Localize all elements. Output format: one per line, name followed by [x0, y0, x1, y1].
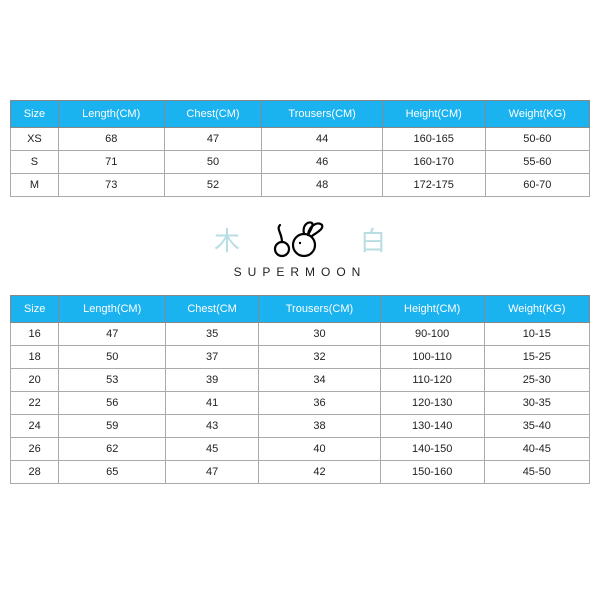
table-row: 16 47 35 30 90-100 10-15	[11, 323, 590, 346]
cell: 65	[59, 461, 166, 484]
table-row: S 71 50 46 160-170 55-60	[11, 151, 590, 174]
table-row: 24 59 43 38 130-140 35-40	[11, 415, 590, 438]
cell: 50-60	[485, 128, 589, 151]
cell: M	[11, 174, 59, 197]
cell: 59	[59, 415, 166, 438]
cell: 40-45	[484, 438, 589, 461]
table-row: 22 56 41 36 120-130 30-35	[11, 392, 590, 415]
col-size: Size	[11, 101, 59, 128]
brand-name: SUPERMOON	[10, 265, 590, 279]
cell: 25-30	[484, 369, 589, 392]
table-header-row: Size Length(CM) Chest(CM Trousers(CM) He…	[11, 296, 590, 323]
cell: 100-110	[380, 346, 484, 369]
cell: 48	[262, 174, 382, 197]
cell: 90-100	[380, 323, 484, 346]
brand-block: 木 白 SUPERMOON	[10, 197, 590, 295]
cell: 47	[166, 461, 259, 484]
cell: 120-130	[380, 392, 484, 415]
cell: 60-70	[485, 174, 589, 197]
col-chest: Chest(CM)	[164, 101, 262, 128]
cell: 140-150	[380, 438, 484, 461]
cell: 110-120	[380, 369, 484, 392]
cell: 30-35	[484, 392, 589, 415]
cell: 34	[259, 369, 381, 392]
cell: 36	[259, 392, 381, 415]
cell: 62	[59, 438, 166, 461]
table-header-row: Size Length(CM) Chest(CM) Trousers(CM) H…	[11, 101, 590, 128]
cell: 37	[166, 346, 259, 369]
col-weight: Weight(KG)	[484, 296, 589, 323]
brand-char-right: 白	[360, 221, 386, 258]
cell: 42	[259, 461, 381, 484]
cell: 46	[262, 151, 382, 174]
cell: 68	[58, 128, 164, 151]
cell: 16	[11, 323, 59, 346]
cell: 40	[259, 438, 381, 461]
cell: 39	[166, 369, 259, 392]
rabbit-icon	[268, 219, 332, 259]
cell: 38	[259, 415, 381, 438]
col-height: Height(CM)	[380, 296, 484, 323]
cell: 160-165	[382, 128, 485, 151]
table-row: 26 62 45 40 140-150 40-45	[11, 438, 590, 461]
cell: 130-140	[380, 415, 484, 438]
cell: 24	[11, 415, 59, 438]
cell: 52	[164, 174, 262, 197]
cell: 22	[11, 392, 59, 415]
cell: 15-25	[484, 346, 589, 369]
cell: 30	[259, 323, 381, 346]
cell: 53	[59, 369, 166, 392]
table-row: 18 50 37 32 100-110 15-25	[11, 346, 590, 369]
cell: 172-175	[382, 174, 485, 197]
col-trousers: Trousers(CM)	[259, 296, 381, 323]
cell: 44	[262, 128, 382, 151]
cell: 20	[11, 369, 59, 392]
size-table-kids: Size Length(CM) Chest(CM Trousers(CM) He…	[10, 295, 590, 484]
cell: 32	[259, 346, 381, 369]
cell: 35	[166, 323, 259, 346]
cell: 160-170	[382, 151, 485, 174]
cell: 150-160	[380, 461, 484, 484]
cell: S	[11, 151, 59, 174]
col-height: Height(CM)	[382, 101, 485, 128]
cell: 45-50	[484, 461, 589, 484]
cell: 28	[11, 461, 59, 484]
cell: 56	[59, 392, 166, 415]
cell: 10-15	[484, 323, 589, 346]
col-length: Length(CM)	[59, 296, 166, 323]
col-trousers: Trousers(CM)	[262, 101, 382, 128]
cell: 47	[59, 323, 166, 346]
cell: 50	[164, 151, 262, 174]
size-table-adult: Size Length(CM) Chest(CM) Trousers(CM) H…	[10, 100, 590, 197]
table-row: 20 53 39 34 110-120 25-30	[11, 369, 590, 392]
col-weight: Weight(KG)	[485, 101, 589, 128]
cell: 73	[58, 174, 164, 197]
table-row: M 73 52 48 172-175 60-70	[11, 174, 590, 197]
cell: 18	[11, 346, 59, 369]
cell: 71	[58, 151, 164, 174]
cell: 43	[166, 415, 259, 438]
table-row: 28 65 47 42 150-160 45-50	[11, 461, 590, 484]
cell: XS	[11, 128, 59, 151]
cell: 47	[164, 128, 262, 151]
col-length: Length(CM)	[58, 101, 164, 128]
brand-char-left: 木	[214, 221, 240, 258]
cell: 50	[59, 346, 166, 369]
col-chest: Chest(CM	[166, 296, 259, 323]
table-row: XS 68 47 44 160-165 50-60	[11, 128, 590, 151]
cell: 35-40	[484, 415, 589, 438]
cell: 41	[166, 392, 259, 415]
cell: 26	[11, 438, 59, 461]
cell: 55-60	[485, 151, 589, 174]
col-size: Size	[11, 296, 59, 323]
cell: 45	[166, 438, 259, 461]
